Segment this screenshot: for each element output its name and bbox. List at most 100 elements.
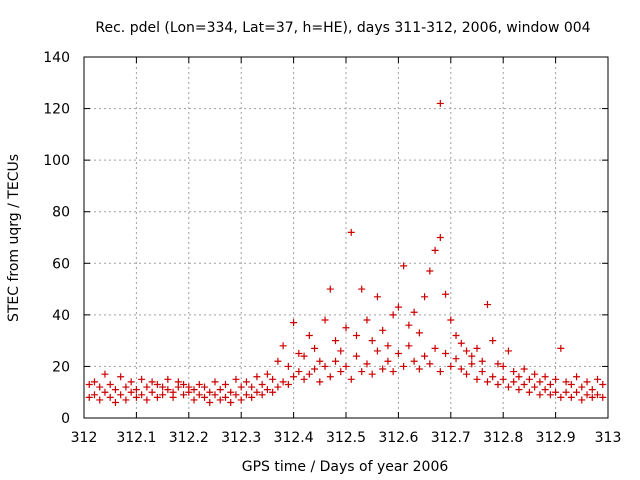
- data-point-plus: [573, 373, 581, 381]
- data-point-plus: [96, 396, 104, 404]
- data-point-plus: [342, 324, 350, 332]
- data-points: [85, 99, 607, 407]
- data-point-plus: [258, 391, 266, 399]
- data-point-plus: [242, 391, 250, 399]
- data-point-plus: [347, 228, 355, 236]
- data-point-plus: [478, 357, 486, 365]
- data-point-plus: [442, 290, 450, 298]
- data-point-plus: [111, 386, 119, 394]
- data-point-plus: [478, 368, 486, 376]
- data-point-plus: [546, 391, 554, 399]
- data-point-plus: [447, 362, 455, 370]
- data-point-plus: [106, 380, 114, 388]
- data-point-plus: [489, 373, 497, 381]
- data-point-plus: [436, 99, 444, 107]
- data-point-plus: [127, 388, 135, 396]
- data-point-plus: [525, 388, 533, 396]
- data-point-plus: [132, 386, 140, 394]
- data-point-plus: [578, 383, 586, 391]
- data-point-plus: [494, 380, 502, 388]
- x-tick-label: 312.9: [536, 430, 576, 446]
- data-point-plus: [274, 383, 282, 391]
- data-point-plus: [499, 375, 507, 383]
- data-point-plus: [552, 388, 560, 396]
- data-point-plus: [557, 344, 565, 352]
- data-point-plus: [363, 360, 371, 368]
- data-point-plus: [305, 370, 313, 378]
- data-point-plus: [111, 399, 119, 407]
- data-point-plus: [237, 396, 245, 404]
- data-point-plus: [431, 246, 439, 254]
- data-point-plus: [190, 396, 198, 404]
- data-point-plus: [463, 370, 471, 378]
- data-point-plus: [494, 360, 502, 368]
- x-tick-label: 312.4: [274, 430, 314, 446]
- data-point-plus: [394, 303, 402, 311]
- grid-lines: [84, 57, 608, 418]
- data-point-plus: [274, 357, 282, 365]
- data-point-plus: [583, 378, 591, 386]
- chart-title: Rec. pdel (Lon=334, Lat=37, h=HE), days …: [95, 20, 590, 36]
- data-point-plus: [536, 378, 544, 386]
- data-point-plus: [300, 375, 308, 383]
- data-point-plus: [221, 393, 229, 401]
- data-point-plus: [216, 386, 224, 394]
- data-point-plus: [436, 234, 444, 241]
- data-point-plus: [426, 267, 434, 275]
- data-point-plus: [588, 393, 596, 401]
- data-point-plus: [525, 375, 533, 383]
- data-point-plus: [138, 375, 146, 383]
- data-point-plus: [90, 391, 98, 399]
- data-point-plus: [326, 285, 334, 293]
- data-point-plus: [541, 386, 549, 394]
- data-point-plus: [363, 316, 371, 324]
- data-point-plus: [342, 362, 350, 370]
- data-point-plus: [447, 316, 455, 324]
- data-point-plus: [394, 350, 402, 358]
- data-point-plus: [504, 347, 512, 355]
- x-tick-label: 312.7: [431, 430, 471, 446]
- data-point-plus: [594, 375, 602, 383]
- data-point-plus: [337, 347, 345, 355]
- data-point-plus: [436, 368, 444, 376]
- data-point-plus: [468, 360, 476, 368]
- data-point-plus: [546, 380, 554, 388]
- data-point-plus: [442, 350, 450, 358]
- data-point-plus: [562, 388, 570, 396]
- y-tick-label: 100: [43, 153, 70, 169]
- data-point-plus: [242, 378, 250, 386]
- data-point-plus: [85, 380, 93, 388]
- data-point-plus: [468, 352, 476, 360]
- data-point-plus: [405, 342, 413, 350]
- data-point-plus: [389, 368, 397, 376]
- data-point-plus: [384, 342, 392, 350]
- data-point-plus: [415, 329, 423, 337]
- data-point-plus: [567, 380, 575, 388]
- data-point-plus: [316, 378, 324, 386]
- data-point-plus: [578, 396, 586, 404]
- data-point-plus: [117, 373, 125, 381]
- data-point-plus: [536, 391, 544, 399]
- data-point-plus: [389, 311, 397, 319]
- data-point-plus: [300, 352, 308, 360]
- data-point-plus: [180, 391, 188, 399]
- tick-marks: [83, 56, 609, 419]
- data-point-plus: [101, 388, 109, 396]
- y-tick-label: 20: [52, 359, 70, 375]
- data-point-plus: [201, 393, 209, 401]
- x-tick-label: 312.3: [221, 430, 261, 446]
- data-point-plus: [96, 383, 104, 391]
- data-point-plus: [337, 368, 345, 376]
- data-point-plus: [279, 378, 287, 386]
- data-point-plus: [305, 331, 313, 339]
- data-point-plus: [583, 391, 591, 399]
- data-point-plus: [117, 391, 125, 399]
- data-point-plus: [232, 391, 240, 399]
- data-point-plus: [515, 386, 523, 394]
- data-point-plus: [138, 391, 146, 399]
- data-point-plus: [332, 357, 340, 365]
- data-point-plus: [452, 355, 460, 363]
- data-point-plus: [232, 375, 240, 383]
- data-point-plus: [552, 375, 560, 383]
- y-tick-label: 120: [43, 102, 70, 118]
